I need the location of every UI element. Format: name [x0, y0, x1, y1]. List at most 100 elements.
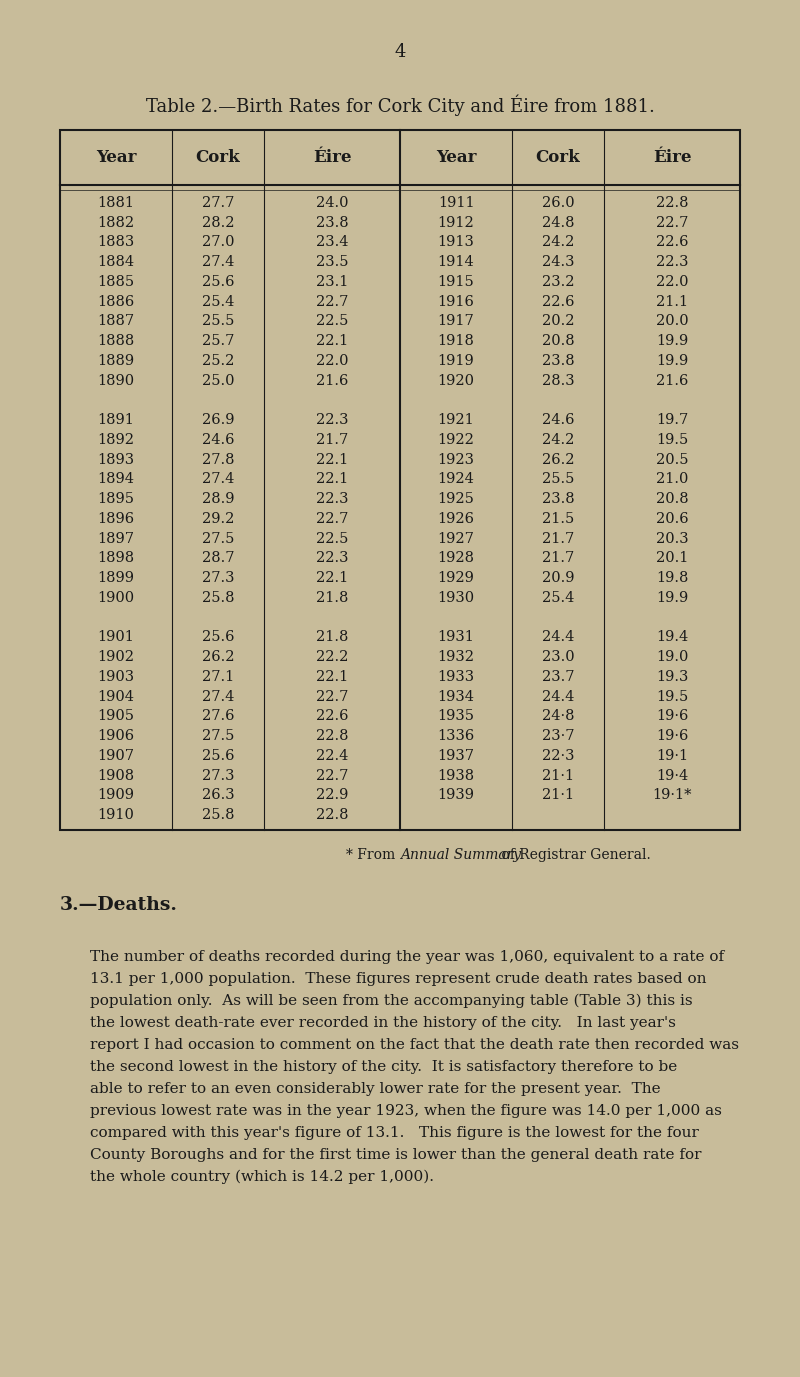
Text: 24.0: 24.0: [316, 196, 348, 209]
Text: 1909: 1909: [98, 789, 134, 803]
Text: 25.7: 25.7: [202, 335, 234, 348]
Text: 27.3: 27.3: [202, 768, 234, 782]
Text: 1905: 1905: [98, 709, 134, 723]
Text: 22.1: 22.1: [316, 472, 348, 486]
Text: 1933: 1933: [438, 669, 474, 684]
Text: report I had occasion to comment on the fact that the death rate then recorded w: report I had occasion to comment on the …: [90, 1038, 739, 1052]
Text: 1903: 1903: [98, 669, 134, 684]
Text: 27.4: 27.4: [202, 690, 234, 704]
Text: 1937: 1937: [438, 749, 474, 763]
Text: 21.7: 21.7: [542, 551, 574, 566]
Text: 26.3: 26.3: [202, 789, 234, 803]
Text: 1885: 1885: [98, 275, 134, 289]
Text: 1914: 1914: [438, 255, 474, 269]
Text: 1926: 1926: [438, 512, 474, 526]
Text: 20.8: 20.8: [542, 335, 574, 348]
Text: 21.1: 21.1: [656, 295, 688, 308]
Text: 22.5: 22.5: [316, 532, 348, 545]
Text: * From: * From: [346, 848, 400, 862]
Text: 29.2: 29.2: [202, 512, 234, 526]
Text: 22.8: 22.8: [656, 196, 688, 209]
Text: 1882: 1882: [98, 216, 134, 230]
Text: 1900: 1900: [98, 591, 134, 605]
Text: 23.7: 23.7: [542, 669, 574, 684]
Text: 25.6: 25.6: [202, 749, 234, 763]
Text: 21.8: 21.8: [316, 631, 348, 644]
Text: the second lowest in the history of the city.  It is satisfactory therefore to b: the second lowest in the history of the …: [90, 1060, 678, 1074]
Text: 19.4: 19.4: [656, 631, 688, 644]
Text: 19.0: 19.0: [656, 650, 688, 664]
Text: 21.0: 21.0: [656, 472, 688, 486]
Text: 21·1: 21·1: [542, 789, 574, 803]
Text: 1898: 1898: [98, 551, 134, 566]
Text: 1886: 1886: [98, 295, 134, 308]
Text: 19.5: 19.5: [656, 432, 688, 448]
Text: 22.3: 22.3: [316, 492, 348, 507]
Text: 1931: 1931: [438, 631, 474, 644]
Text: 1919: 1919: [438, 354, 474, 368]
Text: 23.1: 23.1: [316, 275, 348, 289]
Text: 22.3: 22.3: [316, 551, 348, 566]
Text: 1902: 1902: [98, 650, 134, 664]
Text: 23.2: 23.2: [542, 275, 574, 289]
Text: 24.2: 24.2: [542, 432, 574, 448]
Text: 1920: 1920: [438, 373, 474, 387]
Text: Year: Year: [96, 149, 136, 167]
Text: 20.1: 20.1: [656, 551, 688, 566]
Text: 24·8: 24·8: [542, 709, 574, 723]
Text: 1934: 1934: [438, 690, 474, 704]
Text: 1922: 1922: [438, 432, 474, 448]
Text: 19.9: 19.9: [656, 354, 688, 368]
Text: 1897: 1897: [98, 532, 134, 545]
Text: 23.0: 23.0: [542, 650, 574, 664]
Text: 21.7: 21.7: [316, 432, 348, 448]
Text: 25.5: 25.5: [202, 314, 234, 328]
Text: 28.9: 28.9: [202, 492, 234, 507]
Text: 1923: 1923: [438, 453, 474, 467]
Text: 1915: 1915: [438, 275, 474, 289]
Text: Year: Year: [436, 149, 476, 167]
Text: 1924: 1924: [438, 472, 474, 486]
Text: 23.8: 23.8: [542, 492, 574, 507]
Text: 3.—Deaths.: 3.—Deaths.: [60, 896, 178, 914]
Text: 22.8: 22.8: [316, 730, 348, 744]
Text: 1908: 1908: [98, 768, 134, 782]
Text: 24.4: 24.4: [542, 631, 574, 644]
Text: 19.7: 19.7: [656, 413, 688, 427]
Text: 1883: 1883: [98, 235, 134, 249]
Text: 1881: 1881: [98, 196, 134, 209]
Text: 1893: 1893: [98, 453, 134, 467]
Text: 25.4: 25.4: [202, 295, 234, 308]
Text: 19·4: 19·4: [656, 768, 688, 782]
Text: 22.7: 22.7: [316, 512, 348, 526]
Text: 1927: 1927: [438, 532, 474, 545]
Text: compared with this year's figure of 13.1.   This figure is the lowest for the fo: compared with this year's figure of 13.1…: [90, 1126, 699, 1140]
Text: 25.8: 25.8: [202, 591, 234, 605]
Text: 21·1: 21·1: [542, 768, 574, 782]
Text: 19.9: 19.9: [656, 335, 688, 348]
Text: 22.6: 22.6: [316, 709, 348, 723]
Text: 22.1: 22.1: [316, 453, 348, 467]
Text: 24.2: 24.2: [542, 235, 574, 249]
Text: 1906: 1906: [98, 730, 134, 744]
Text: 1887: 1887: [98, 314, 134, 328]
Text: able to refer to an even considerably lower rate for the present year.  The: able to refer to an even considerably lo…: [90, 1082, 661, 1096]
Text: 1911: 1911: [438, 196, 474, 209]
Text: Éire: Éire: [313, 149, 351, 167]
Text: 25.6: 25.6: [202, 631, 234, 644]
Text: 1895: 1895: [98, 492, 134, 507]
Text: 22.3: 22.3: [656, 255, 688, 269]
Text: 25.0: 25.0: [202, 373, 234, 387]
Text: 23.4: 23.4: [316, 235, 348, 249]
Text: 21.8: 21.8: [316, 591, 348, 605]
Text: 20.9: 20.9: [542, 571, 574, 585]
Text: 27.7: 27.7: [202, 196, 234, 209]
Text: 22.6: 22.6: [542, 295, 574, 308]
Text: 23.8: 23.8: [316, 216, 348, 230]
Text: 1896: 1896: [98, 512, 134, 526]
Text: 27.5: 27.5: [202, 532, 234, 545]
Text: 1892: 1892: [98, 432, 134, 448]
Text: 1938: 1938: [438, 768, 474, 782]
Text: 25.2: 25.2: [202, 354, 234, 368]
Text: 26.2: 26.2: [542, 453, 574, 467]
